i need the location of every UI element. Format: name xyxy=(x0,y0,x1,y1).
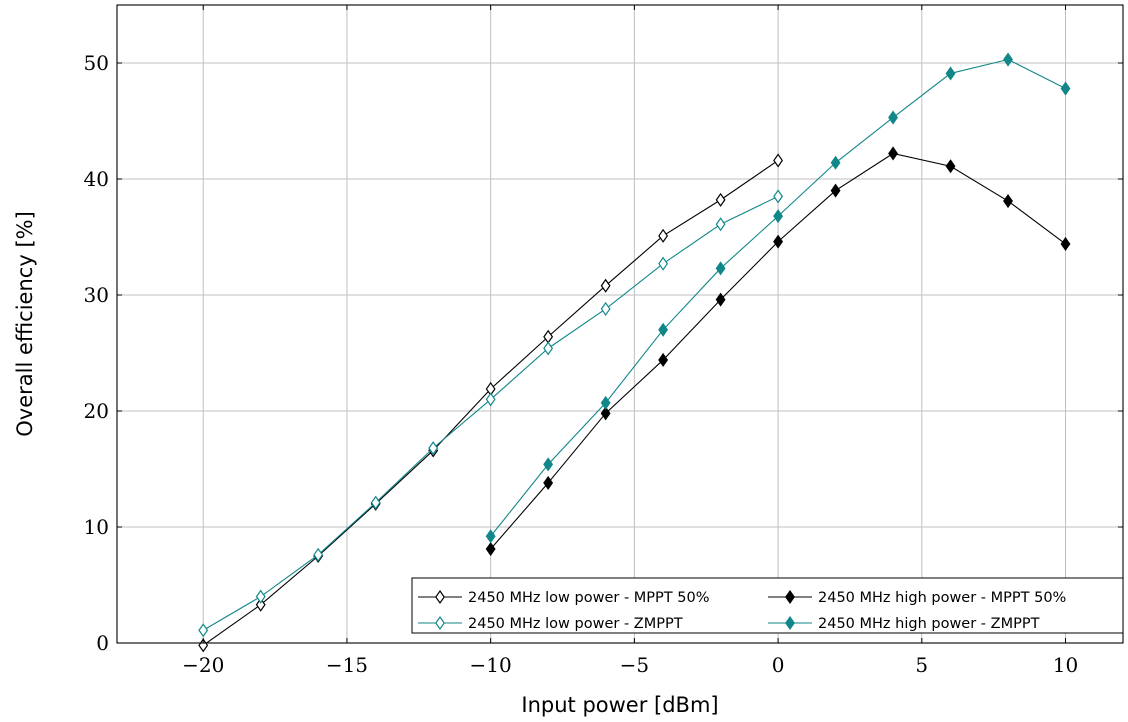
legend-box xyxy=(411,577,1124,634)
data-point xyxy=(313,547,324,562)
data-point xyxy=(658,256,669,271)
data-point xyxy=(773,209,784,224)
data-point xyxy=(773,234,784,249)
data-point xyxy=(198,623,209,638)
data-point xyxy=(773,189,784,204)
legend-label: 2450 MHz low power - ZMPPT xyxy=(468,616,683,632)
data-point xyxy=(485,392,496,407)
y-tick-label: 30 xyxy=(84,283,109,307)
legend-entry: 2450 MHz low power - ZMPPT xyxy=(418,615,683,632)
x-tick-label: −10 xyxy=(470,653,512,677)
data-point xyxy=(658,322,669,337)
y-tick-label: 10 xyxy=(84,515,109,539)
y-axis-label: Overall efficiency [%] xyxy=(13,211,37,437)
data-point xyxy=(255,597,266,612)
x-axis-label: Input power [dBm] xyxy=(521,693,718,717)
data-point xyxy=(428,441,439,456)
legend-label: 2450 MHz low power - MPPT 50% xyxy=(468,590,709,606)
series-2 xyxy=(485,146,1071,557)
data-point xyxy=(830,183,841,198)
series-3 xyxy=(198,189,784,638)
data-point xyxy=(370,495,381,510)
series-lines xyxy=(198,52,1071,653)
data-point xyxy=(1060,236,1071,252)
data-point xyxy=(715,217,726,232)
x-tick-label: −5 xyxy=(620,653,649,677)
data-point xyxy=(888,110,898,125)
data-point xyxy=(600,395,611,410)
grid xyxy=(117,5,1123,644)
x-tick-label: 0 xyxy=(772,653,785,677)
legend-label: 2450 MHz high power - ZMPPT xyxy=(818,616,1040,632)
data-point xyxy=(1003,52,1013,67)
axis-ticks: −20 −15 −10 −5 0 5 10 0 10 20 30 40 50 xyxy=(84,5,1123,677)
data-point xyxy=(773,153,784,168)
data-point xyxy=(658,228,669,243)
y-tick-label: 0 xyxy=(96,631,109,655)
y-tick-label: 20 xyxy=(84,399,109,423)
legend-marker xyxy=(785,615,795,631)
legend-entry: 2450 MHz low power - MPPT 50% xyxy=(418,589,709,606)
data-point xyxy=(945,66,956,81)
legend-entry: 2450 MHz high power - MPPT 50% xyxy=(768,589,1066,606)
data-point xyxy=(830,155,841,170)
data-point xyxy=(600,301,611,316)
plot-frame xyxy=(116,4,1124,644)
y-tick-label: 40 xyxy=(84,167,109,191)
legend-marker xyxy=(435,589,445,605)
data-point xyxy=(600,278,611,293)
data-point xyxy=(543,457,554,472)
data-point xyxy=(658,352,669,368)
x-tick-label: −15 xyxy=(326,653,368,677)
legend-marker xyxy=(435,615,445,631)
legend-label: 2450 MHz high power - MPPT 50% xyxy=(818,590,1066,606)
data-point xyxy=(543,329,554,344)
legend: 2450 MHz low power - MPPT 50% 2450 MHz hi… xyxy=(411,577,1124,634)
data-point xyxy=(1060,81,1071,96)
data-point xyxy=(888,146,898,161)
series-4 xyxy=(485,52,1071,544)
y-tick-label: 50 xyxy=(84,51,109,75)
x-tick-label: −20 xyxy=(182,653,224,677)
data-point xyxy=(945,159,956,174)
data-point xyxy=(485,529,496,544)
data-point xyxy=(600,406,611,421)
data-point xyxy=(255,589,266,604)
data-point xyxy=(715,292,726,307)
data-point xyxy=(715,261,726,276)
data-point xyxy=(1003,193,1013,209)
data-point xyxy=(543,475,554,490)
legend-marker xyxy=(785,589,795,605)
legend-entry: 2450 MHz high power - ZMPPT xyxy=(768,615,1040,632)
data-point xyxy=(485,541,496,557)
data-point xyxy=(543,341,554,356)
x-tick-label: 10 xyxy=(1053,653,1078,677)
data-point xyxy=(715,192,726,207)
x-tick-label: 5 xyxy=(915,653,928,677)
